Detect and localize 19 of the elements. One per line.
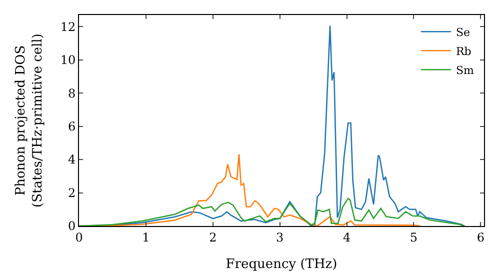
y-tick-label: 6 bbox=[68, 120, 76, 134]
y-tick-label: 8 bbox=[68, 86, 76, 100]
y-tick-label: 10 bbox=[60, 53, 76, 68]
y-tick-label: 12 bbox=[60, 20, 76, 34]
x-tick-label: 1 bbox=[142, 230, 150, 244]
x-tick-label: 4 bbox=[342, 230, 351, 244]
legend-label: Rb bbox=[456, 44, 472, 58]
legend-label: Sm bbox=[456, 64, 474, 77]
y-tick-label: 2 bbox=[68, 186, 76, 200]
x-axis-title: Frequency (THz) bbox=[226, 257, 338, 272]
legend-label: Se bbox=[456, 26, 470, 39]
y-axis-title: Phonon projected DOS (States/THz·primitive cell) bbox=[13, 33, 46, 208]
x-tick-label: 6 bbox=[476, 230, 484, 244]
line-series bbox=[79, 198, 465, 226]
x-tick-label: 5 bbox=[410, 230, 418, 244]
y-tick-label: 4 bbox=[68, 152, 76, 167]
x-tick-label: 3 bbox=[276, 230, 284, 244]
x-tick-label: 2 bbox=[209, 230, 217, 244]
y-tick-label: 0 bbox=[68, 219, 76, 234]
